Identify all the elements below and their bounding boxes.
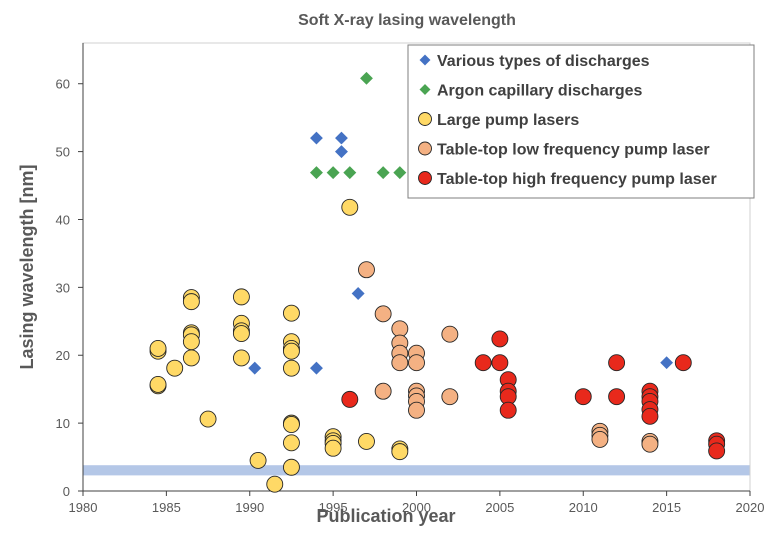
data-point xyxy=(375,165,391,181)
legend-marker xyxy=(418,53,432,67)
data-point xyxy=(591,430,609,448)
data-point xyxy=(358,432,375,450)
x-tick-label: 1980 xyxy=(69,500,98,515)
data-point xyxy=(232,349,250,367)
data-point xyxy=(232,325,250,342)
data-point xyxy=(341,390,359,408)
legend-marker xyxy=(418,171,432,185)
x-tick-label: 1990 xyxy=(235,500,264,515)
data-point xyxy=(491,354,509,372)
data-point xyxy=(391,320,409,338)
data-point xyxy=(149,375,167,393)
data-point xyxy=(499,401,517,419)
y-tick-label: 30 xyxy=(56,280,70,295)
data-point xyxy=(408,354,425,372)
data-point xyxy=(182,293,200,311)
data-point xyxy=(659,355,675,371)
x-tick-label: 2015 xyxy=(652,500,681,515)
data-point xyxy=(474,354,492,372)
legend-label: Large pump lasers xyxy=(437,112,579,129)
chart-title: Soft X-ray lasing wavelength xyxy=(298,12,516,29)
legend-marker xyxy=(418,141,432,156)
series-5 xyxy=(341,330,726,460)
data-point xyxy=(491,330,509,348)
x-tick-label: 2010 xyxy=(569,500,598,515)
data-point xyxy=(641,407,659,425)
data-point xyxy=(282,434,300,452)
data-point xyxy=(374,305,392,323)
legend-box xyxy=(407,44,755,199)
data-point xyxy=(182,333,200,351)
legend-marker xyxy=(418,112,432,126)
y-axis-title: Lasing wavelength [nm] xyxy=(17,164,37,369)
data-point xyxy=(441,388,459,406)
data-point xyxy=(374,382,392,400)
data-point xyxy=(608,354,626,372)
x-tick-label: 1995 xyxy=(319,500,348,515)
data-point xyxy=(149,340,167,357)
legend-label: Argon capillary discharges xyxy=(437,83,643,100)
data-point xyxy=(308,165,325,181)
data-point xyxy=(325,165,341,181)
data-point xyxy=(282,304,300,322)
data-point xyxy=(608,388,626,406)
highlight-band-layer xyxy=(83,465,750,476)
x-axis-title: Publication year xyxy=(316,506,455,526)
data-point xyxy=(574,388,592,406)
x-tick-label: 2000 xyxy=(402,500,431,515)
legend-label: Various types of discharges xyxy=(437,53,650,70)
data-point xyxy=(199,410,217,428)
data-point xyxy=(324,439,342,457)
data-point xyxy=(282,342,300,360)
highlight-band xyxy=(83,465,750,476)
x-tick-label: 2005 xyxy=(485,500,514,515)
data-point xyxy=(266,475,284,493)
data-point xyxy=(333,144,350,160)
data-point xyxy=(641,435,659,453)
data-point xyxy=(249,452,267,469)
data-point xyxy=(708,442,726,460)
y-tick-label: 10 xyxy=(56,416,70,431)
data-point xyxy=(282,458,300,476)
data-point xyxy=(232,288,250,306)
data-point xyxy=(333,130,350,146)
y-tick-label: 0 xyxy=(63,484,70,499)
data-point xyxy=(282,416,300,433)
legend-marker xyxy=(418,82,432,97)
data-points xyxy=(149,70,726,493)
data-point xyxy=(391,354,409,372)
data-point xyxy=(441,325,459,343)
y-tick-label: 40 xyxy=(56,212,70,227)
series-4 xyxy=(358,261,659,453)
x-tick-label: 2020 xyxy=(736,500,765,515)
legend-label: Table-top low frequency pump laser xyxy=(437,142,710,159)
data-point xyxy=(308,360,325,376)
data-point xyxy=(282,359,300,377)
data-point xyxy=(674,354,692,372)
data-point xyxy=(308,130,325,146)
y-tick-label: 60 xyxy=(56,77,70,92)
y-tick-label: 20 xyxy=(56,348,70,363)
data-point xyxy=(358,70,375,86)
data-point xyxy=(350,285,366,302)
legend: Various types of discharges Argon capilla… xyxy=(407,44,755,199)
series-3 xyxy=(149,198,409,493)
data-point xyxy=(392,165,408,181)
x-tick-label: 1985 xyxy=(152,500,181,515)
data-point xyxy=(182,349,200,367)
y-axis-ticks: 0 10 20 30 40 50 60 xyxy=(56,77,83,499)
data-point xyxy=(166,359,184,377)
legend-label: Table-top high frequency pump laser xyxy=(437,171,717,188)
data-point xyxy=(408,401,425,419)
data-point xyxy=(342,165,358,181)
data-point xyxy=(247,360,263,376)
data-point xyxy=(358,261,375,279)
y-tick-label: 50 xyxy=(56,145,70,160)
x-axis-ticks: 1980 1985 1990 1995 2000 2005 2010 2015 2020 xyxy=(69,491,765,515)
data-point xyxy=(341,198,359,216)
data-point xyxy=(391,443,409,461)
